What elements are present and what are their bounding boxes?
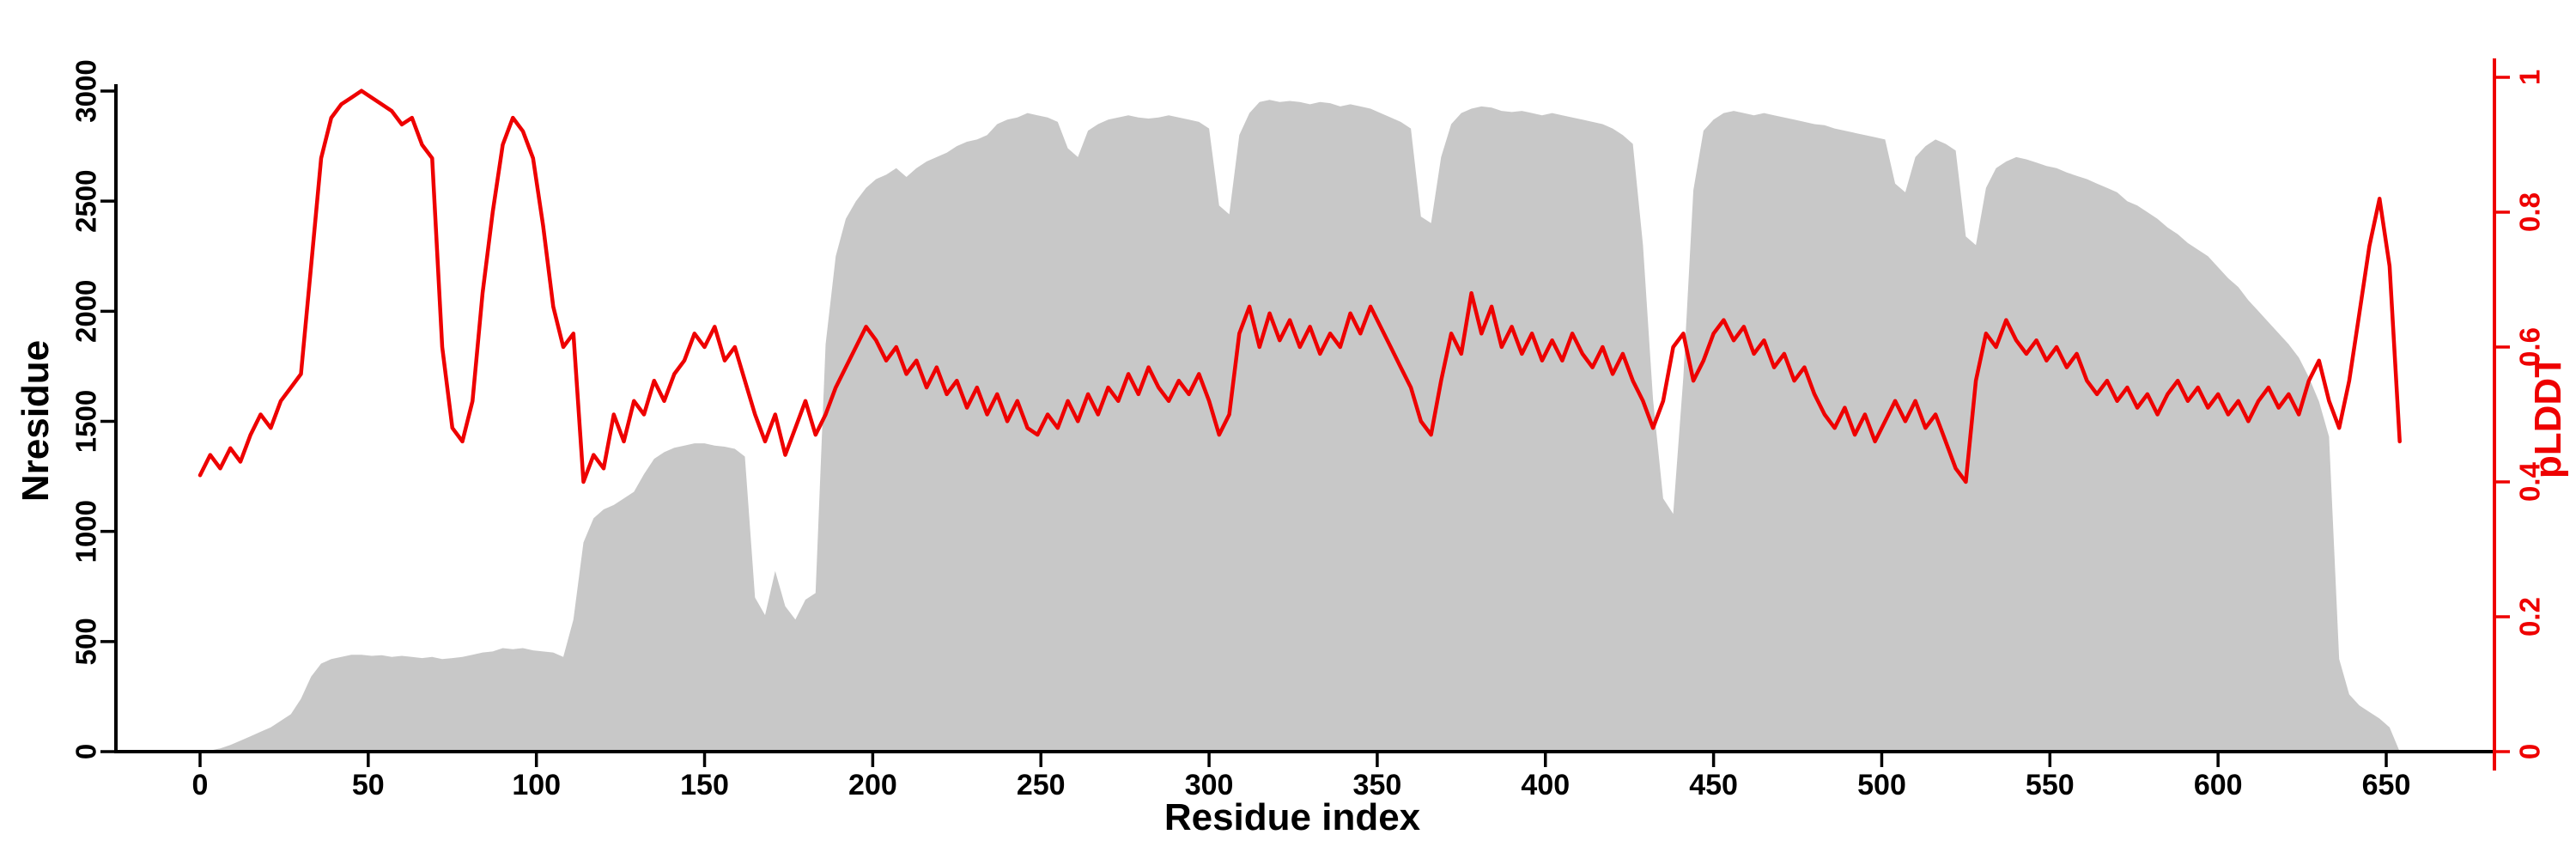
plddt-line bbox=[197, 88, 2402, 484]
y-left-tick-label: 3000 bbox=[70, 59, 102, 122]
y-left-axis-title: Nresidue bbox=[15, 339, 57, 503]
y-right-axis-title: pLDDT bbox=[2527, 354, 2569, 479]
y-right-tick-label: 0.6 bbox=[2514, 327, 2546, 367]
x-axis-title: Residue index bbox=[1163, 796, 1421, 838]
x-tick-label: 300 bbox=[1185, 769, 1234, 801]
y-right-tick-label: 0.4 bbox=[2514, 461, 2546, 502]
y-right-tick-label: 0.2 bbox=[2514, 597, 2546, 637]
x-tick-label: 150 bbox=[680, 769, 729, 801]
x-tick-label: 250 bbox=[1017, 769, 1066, 801]
x-tick-label: 400 bbox=[1521, 769, 1570, 801]
x-tick-label: 650 bbox=[2362, 769, 2411, 801]
x-tick-label: 50 bbox=[352, 769, 385, 801]
x-tick-label: 450 bbox=[1689, 769, 1738, 801]
y-left-tick-label: 1000 bbox=[70, 500, 102, 563]
y-right-tick-label: 1 bbox=[2514, 70, 2546, 85]
y-right-tick-label: 0 bbox=[2514, 744, 2546, 759]
x-tick-label: 500 bbox=[1857, 769, 1906, 801]
x-tick-label: 0 bbox=[192, 769, 209, 801]
x-tick-label: 100 bbox=[512, 769, 561, 801]
x-tick-label: 600 bbox=[2194, 769, 2243, 801]
y-left-tick-label: 2000 bbox=[70, 280, 102, 343]
x-tick-label: 550 bbox=[2026, 769, 2075, 801]
nresidue-area bbox=[200, 100, 2400, 752]
y-right-tick-label: 0.8 bbox=[2514, 192, 2546, 232]
y-left-tick-label: 1500 bbox=[70, 390, 102, 453]
y-left-tick-label: 0 bbox=[70, 744, 102, 759]
x-tick-label: 200 bbox=[848, 769, 897, 801]
x-tick-label: 350 bbox=[1353, 769, 1402, 801]
y-left-tick-label: 2500 bbox=[70, 169, 102, 232]
y-left-tick-label: 500 bbox=[70, 618, 102, 665]
